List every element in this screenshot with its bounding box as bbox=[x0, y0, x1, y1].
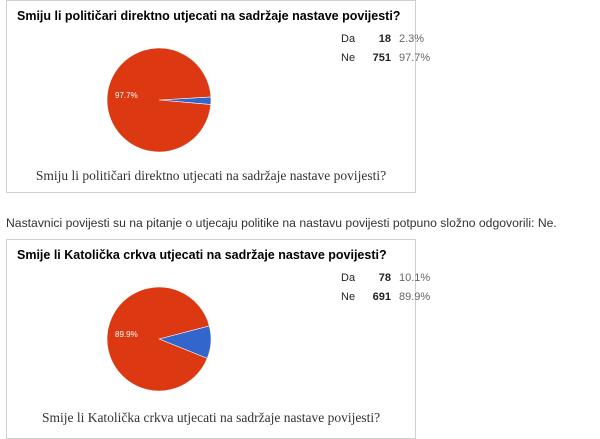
paragraph-text: Nastavnici povijesti su na pitanje o utj… bbox=[6, 216, 557, 230]
poll-caption: Smije li Katolička crkva utjecati na sad… bbox=[41, 410, 381, 425]
pie-slice-ne bbox=[106, 47, 212, 153]
poll-caption: Smiju li političari direktno utjecati na… bbox=[35, 168, 387, 183]
legend-label: Da bbox=[341, 272, 356, 284]
legend-label: Da bbox=[341, 33, 356, 45]
pie-slice-ne bbox=[106, 286, 210, 392]
legend-count: 18 bbox=[378, 33, 391, 45]
pie-slice-label: 97.7% bbox=[115, 91, 138, 100]
pie-slice-label: 89.9% bbox=[115, 330, 138, 339]
legend-count: 691 bbox=[372, 291, 391, 303]
legend-percent: 2.3% bbox=[399, 33, 425, 45]
legend-count: 78 bbox=[378, 272, 391, 284]
legend-label: Ne bbox=[341, 52, 356, 64]
legend-percent: 10.1% bbox=[399, 272, 431, 284]
poll-title: Smiju li političari direktno utjecati na… bbox=[17, 9, 401, 23]
pie-chart: 89.9% bbox=[106, 286, 212, 392]
poll-card-church: Smije li Katolička crkva utjecati na sad… bbox=[6, 239, 430, 439]
poll-title: Smije li Katolička crkva utjecati na sad… bbox=[17, 248, 387, 262]
legend-count: 751 bbox=[372, 52, 391, 64]
legend-label: Ne bbox=[341, 291, 356, 303]
pie-chart: 97.7% bbox=[106, 47, 212, 153]
poll-card-politicians: Smiju li političari direktno utjecati na… bbox=[6, 0, 430, 193]
legend-percent: 89.9% bbox=[399, 291, 431, 303]
legend-percent: 97.7% bbox=[399, 52, 431, 64]
